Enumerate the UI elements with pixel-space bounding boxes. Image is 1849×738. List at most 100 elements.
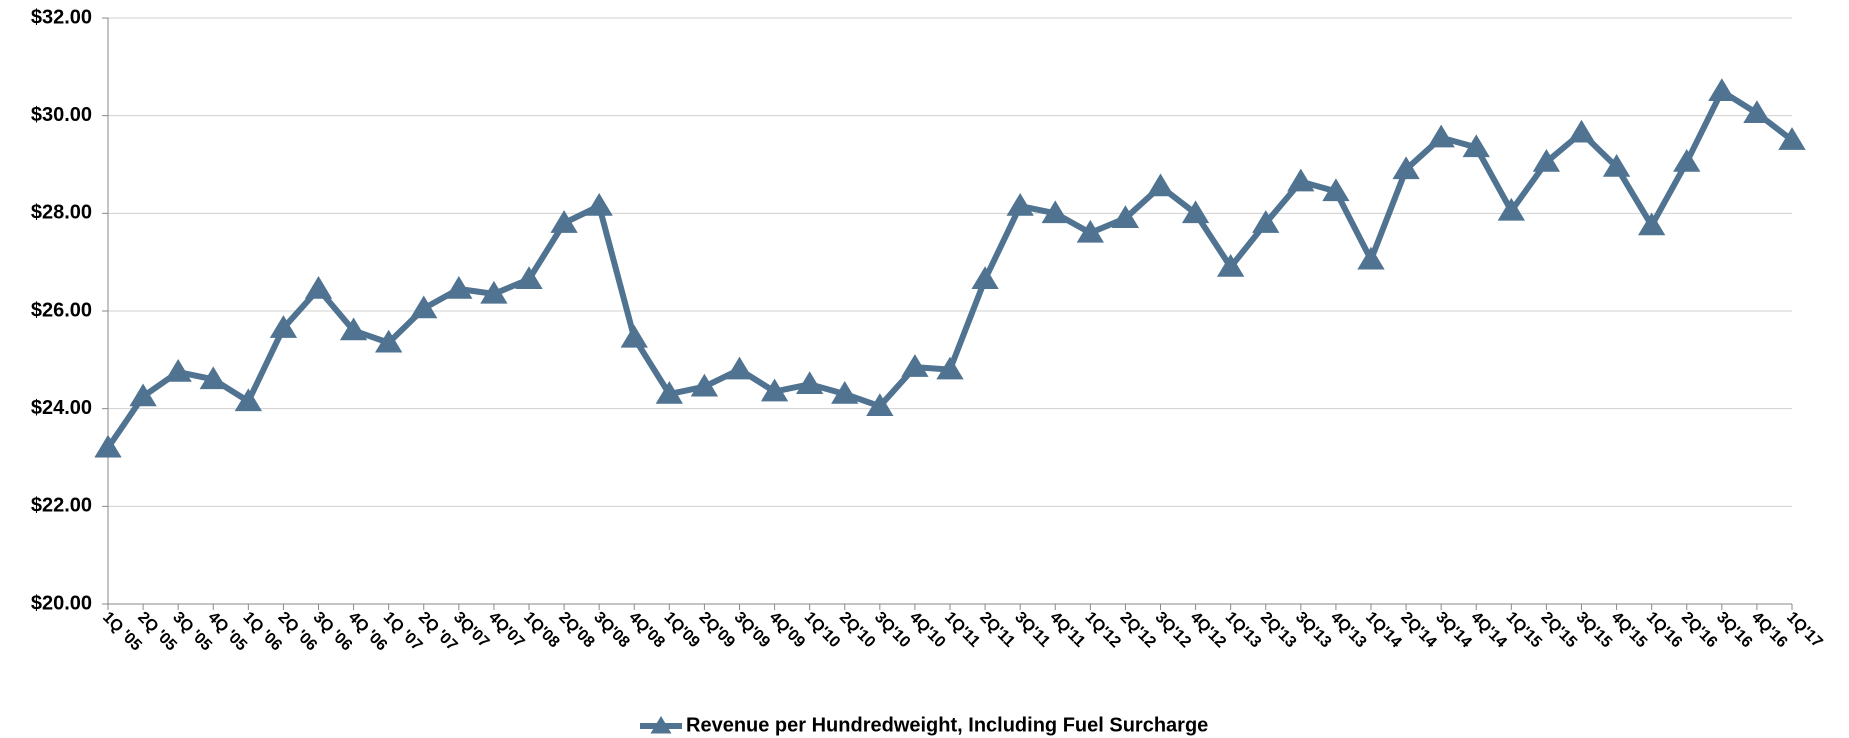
x-tick-label: 1Q '07	[380, 609, 426, 655]
point-marker	[620, 324, 648, 348]
x-tick-label: 3Q'08	[590, 609, 632, 651]
x-tick-label: 4Q'14	[1467, 609, 1509, 651]
x-tick-label: 1Q '06	[240, 609, 286, 655]
x-tick-label: 2Q'12	[1117, 609, 1159, 651]
legend-marker	[650, 716, 672, 734]
point-marker	[1111, 205, 1140, 228]
x-tick-label: 2Q '07	[415, 609, 461, 655]
x-tick-label: 4Q'12	[1187, 609, 1229, 651]
x-tick-label: 2Q'09	[696, 609, 738, 651]
point-marker	[304, 276, 333, 299]
x-tick-label: 3Q'13	[1292, 609, 1334, 651]
point-marker	[234, 388, 262, 412]
x-tick-label: 1Q'10	[801, 609, 843, 651]
point-marker	[94, 434, 122, 458]
x-tick-label: 3Q'10	[871, 609, 913, 651]
x-tick-label: 4Q'15	[1608, 609, 1650, 651]
point-marker	[480, 280, 508, 304]
x-tick-label: 1Q'12	[1082, 609, 1124, 651]
point-marker	[1532, 149, 1561, 172]
x-tick-label: 2Q'08	[555, 609, 597, 651]
x-tick-label: 2Q '05	[134, 609, 180, 655]
point-marker	[1392, 156, 1420, 180]
x-tick-label: 2Q'14	[1397, 609, 1439, 651]
point-marker	[445, 276, 473, 299]
point-marker	[1217, 254, 1245, 277]
x-tick-label: 3Q'09	[731, 609, 773, 651]
x-tick-label: 1Q'16	[1643, 609, 1685, 651]
x-tick-label: 2Q'10	[836, 609, 878, 651]
x-tick-label: 3Q'14	[1432, 609, 1474, 651]
x-tick-label: 4Q'09	[766, 609, 808, 651]
point-marker	[1638, 212, 1666, 236]
y-tick-label: $26.00	[31, 299, 92, 321]
x-tick-label: 3Q'11	[1011, 609, 1053, 651]
x-tick-label: 4Q '06	[345, 609, 391, 655]
point-marker	[796, 371, 824, 394]
point-marker	[655, 381, 683, 404]
x-tick-label: 3Q '06	[310, 609, 356, 655]
point-marker	[164, 359, 192, 382]
point-marker	[375, 329, 403, 353]
x-tick-label: 2Q'11	[976, 609, 1018, 651]
x-tick-label: 4Q '05	[204, 609, 250, 655]
point-marker	[901, 354, 929, 377]
x-tick-label: 1Q'08	[520, 609, 562, 651]
point-marker	[725, 356, 754, 380]
point-marker	[866, 393, 894, 416]
x-tick-label: 4Q'13	[1327, 609, 1369, 651]
point-marker	[1252, 210, 1280, 233]
point-marker	[1567, 119, 1596, 143]
x-tick-label: 3Q'12	[1152, 609, 1194, 651]
x-tick-label: 1Q'11	[941, 609, 983, 651]
point-marker	[1497, 197, 1525, 221]
series-line	[105, 88, 1794, 450]
point-marker	[831, 381, 859, 404]
x-tick-label: 4Q'07	[485, 609, 527, 651]
x-tick-label: 2Q'13	[1257, 609, 1299, 651]
point-marker	[1357, 246, 1385, 270]
y-tick-label: $22.00	[31, 495, 92, 517]
point-marker	[550, 210, 578, 233]
point-marker	[936, 356, 964, 380]
x-tick-label: 3Q'16	[1713, 609, 1755, 651]
point-marker	[760, 378, 789, 402]
point-marker	[410, 295, 438, 319]
point-marker	[1743, 100, 1771, 123]
point-marker	[585, 193, 613, 216]
y-tick-label: $24.00	[31, 397, 92, 419]
point-marker	[1602, 153, 1631, 177]
point-marker	[1076, 219, 1104, 243]
y-tick-label: $20.00	[31, 592, 92, 614]
point-marker	[1181, 200, 1210, 224]
x-tick-label: 1Q'14	[1362, 609, 1404, 651]
x-tick-label: 4Q'10	[906, 609, 948, 651]
x-tick-label: 2Q'16	[1678, 609, 1720, 651]
point-marker	[1146, 173, 1175, 197]
x-tick-label: 3Q '05	[169, 609, 215, 655]
point-marker	[1462, 134, 1490, 158]
x-tick-label: 3Q'15	[1573, 609, 1615, 651]
point-marker	[971, 266, 999, 290]
point-marker	[1006, 193, 1034, 216]
point-marker	[339, 317, 368, 341]
point-marker	[1778, 127, 1806, 150]
point-marker	[1041, 200, 1069, 224]
point-marker	[1673, 149, 1701, 172]
x-tick-label: 4Q'16	[1748, 609, 1790, 651]
point-marker	[1322, 178, 1350, 202]
point-marker	[269, 315, 298, 338]
point-marker	[1427, 124, 1455, 148]
y-tick-label: $30.00	[31, 104, 92, 126]
point-marker	[129, 383, 157, 407]
point-marker	[1708, 78, 1736, 101]
x-tick-label: 2Q'15	[1538, 609, 1580, 651]
y-tick-label: $28.00	[31, 202, 92, 224]
x-tick-label: 4Q'11	[1046, 609, 1088, 651]
point-marker	[690, 373, 719, 397]
y-tick-label: $32.00	[31, 6, 92, 28]
x-tick-label: 1Q '05	[99, 609, 145, 655]
point-marker	[1287, 168, 1315, 192]
x-tick-label: 1Q'09	[661, 609, 703, 651]
